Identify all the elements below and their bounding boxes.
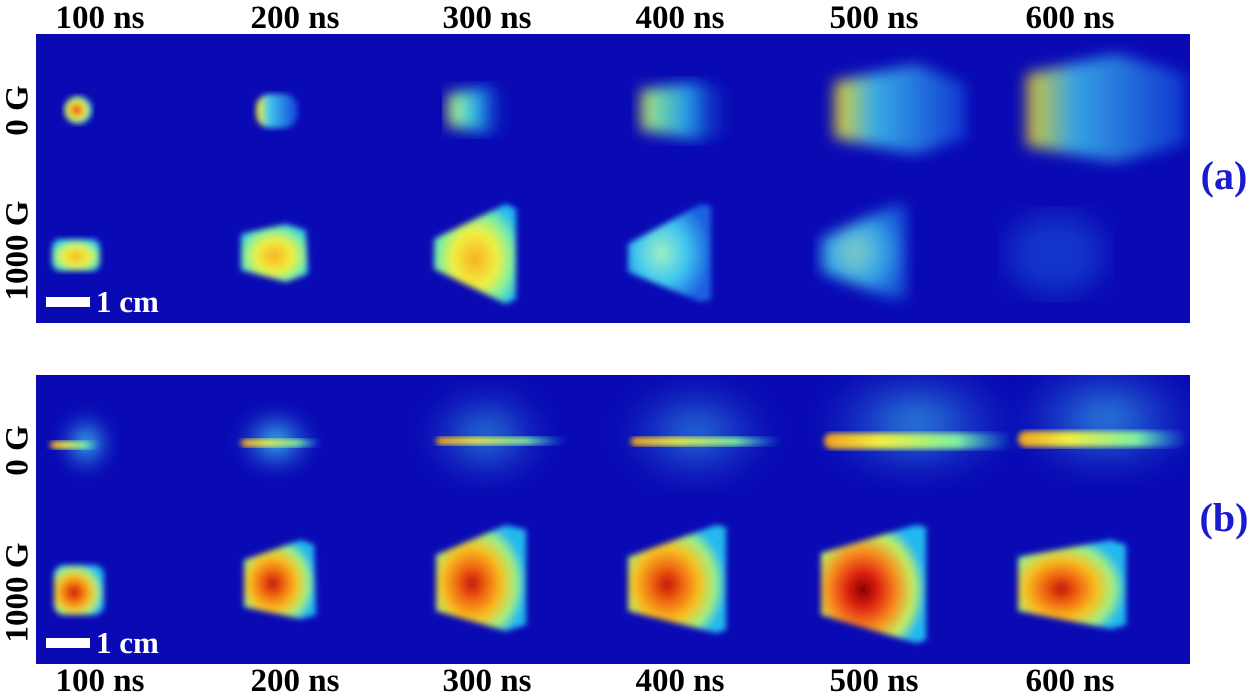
scale-bar-line-b [46,638,90,648]
panel-b-plume-images: 1 cm [36,375,1190,664]
time-label-100ns-top: 100 ns [55,0,145,36]
panel-a-plume-images: 1 cm [36,34,1190,323]
time-label-500ns-top: 500 ns [829,0,919,36]
row-label-1000G-b: 1000 G [0,542,36,642]
bottom-time-labels: 100 ns 200 ns 300 ns 400 ns 500 ns 600 n… [0,663,1254,699]
time-label-300ns-bottom: 300 ns [442,663,532,699]
time-label-500ns-bottom: 500 ns [829,663,919,699]
time-label-300ns-top: 300 ns [442,0,532,36]
scale-bar-b: 1 cm [46,625,159,661]
row-label-0G-b: 0 G [0,424,36,476]
time-label-600ns-top: 600 ns [1025,0,1115,36]
scale-bar-line-a [46,297,90,307]
row-label-0G-a: 0 G [0,84,36,136]
scale-bar-a: 1 cm [46,284,159,320]
time-label-400ns-bottom: 400 ns [635,663,725,699]
scale-bar-label-b: 1 cm [96,625,159,660]
panel-b-image [50,375,1190,643]
panel-a-image [52,54,1186,304]
time-label-600ns-bottom: 600 ns [1025,663,1115,699]
panel-letter-a: (a) [1200,153,1248,198]
panel-letter-b: (b) [1199,495,1249,540]
top-time-labels: 100 ns 200 ns 300 ns 400 ns 500 ns 600 n… [0,0,1254,36]
time-label-100ns-bottom: 100 ns [55,663,145,699]
time-label-200ns-bottom: 200 ns [250,663,340,699]
scale-bar-label-a: 1 cm [96,284,159,319]
time-label-200ns-top: 200 ns [250,0,340,36]
row-label-1000G-a: 1000 G [0,200,36,300]
time-label-400ns-top: 400 ns [635,0,725,36]
